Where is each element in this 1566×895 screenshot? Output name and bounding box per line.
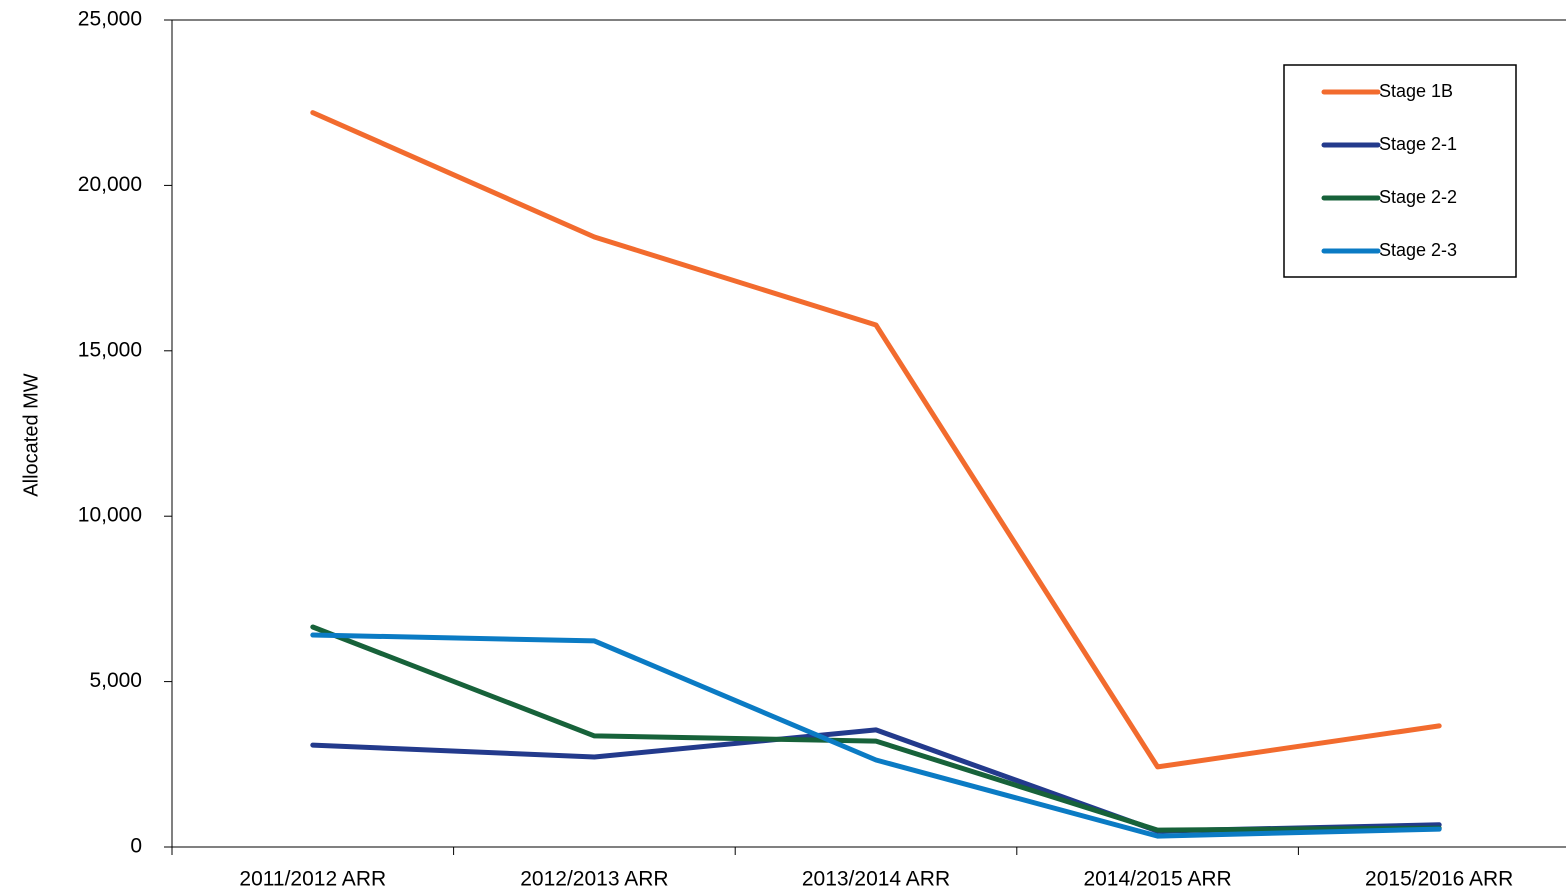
series-line [310,110,1442,770]
legend-label: Stage 2-1 [1379,134,1457,154]
legend-label: Stage 2-3 [1379,240,1457,260]
y-tick-label: 20,000 [78,173,142,196]
x-tick-label: 2012/2013 ARR [520,868,668,891]
y-tick-label: 15,000 [78,338,142,361]
y-tick-label: 0 [130,835,142,858]
x-tick-label: 2011/2012 ARR [239,868,386,891]
legend-label: Stage 1B [1379,81,1453,101]
legend-box [1283,64,1517,278]
legend-label: Stage 2-2 [1379,187,1457,207]
y-tick-label: 10,000 [78,504,142,527]
y-tick-label: 25,000 [78,8,142,31]
series-line [310,727,1442,834]
y-axis-title: Allocated MW [20,373,42,496]
x-tick-label: 2015/2016 ARR [1365,868,1513,891]
x-tick-label: 2013/2014 ARR [802,868,950,891]
x-tick-label: 2014/2015 ARR [1083,868,1231,891]
series-line [310,624,1442,833]
series-line [310,632,1442,839]
y-tick-label: 5,000 [89,669,142,692]
